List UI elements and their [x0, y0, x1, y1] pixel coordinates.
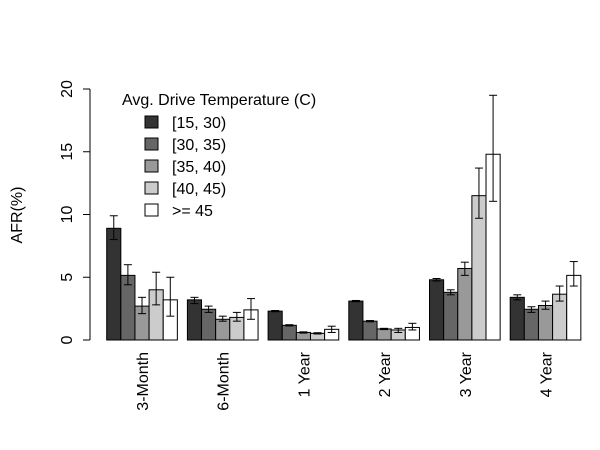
bar: [523, 308, 539, 341]
legend-label: [40, 45): [172, 181, 226, 198]
bar: [362, 320, 378, 341]
legend-label: >= 45: [172, 203, 213, 220]
y-axis-label: AFR(%): [9, 187, 26, 244]
legend-label: [35, 40): [172, 159, 226, 176]
bar: [295, 331, 311, 341]
legend-label: [30, 35): [172, 137, 226, 154]
bar: [186, 299, 203, 341]
legend: Avg. Drive Temperature (C) [15, 30) [30, …: [122, 92, 316, 220]
bar: [457, 267, 473, 341]
legend-label: [15, 30): [172, 115, 226, 132]
bar: [348, 300, 364, 341]
x-tick-label: 4 Year: [539, 351, 556, 397]
bar: [509, 296, 525, 341]
bar: [281, 324, 297, 341]
legend-swatch: [144, 181, 159, 195]
bars: [106, 94, 582, 341]
bar: [443, 291, 459, 341]
x-tick-label: 3-Month: [135, 352, 152, 411]
bar: [429, 279, 445, 341]
bar: [201, 308, 217, 341]
x-tick-label: 1 Year: [296, 351, 313, 397]
y-tick-label: 20: [59, 80, 76, 98]
legend-swatch: [144, 137, 159, 151]
x-tick-label: 2 Year: [377, 351, 394, 397]
legend-swatch: [144, 159, 159, 173]
legend-swatch: [144, 115, 159, 129]
y-tick-label: 10: [59, 206, 76, 224]
x-tick-label: 3 Year: [458, 351, 475, 397]
y-tick-label: 0: [59, 335, 76, 344]
bar: [215, 318, 231, 341]
y-tick-label: 15: [59, 143, 76, 161]
y-axis: 0 5 10 15 20: [59, 80, 91, 344]
legend-title: Avg. Drive Temperature (C): [122, 92, 316, 109]
x-axis-labels: 3-Month 6-Month 1 Year 2 Year 3 Year 4 Year: [135, 351, 556, 410]
bar: [267, 310, 283, 341]
legend-swatch: [144, 203, 159, 217]
bar: [376, 328, 392, 341]
bar: [537, 304, 554, 341]
y-tick-label: 5: [59, 273, 76, 282]
x-tick-label: 6-Month: [216, 352, 233, 411]
bar: [106, 227, 122, 341]
